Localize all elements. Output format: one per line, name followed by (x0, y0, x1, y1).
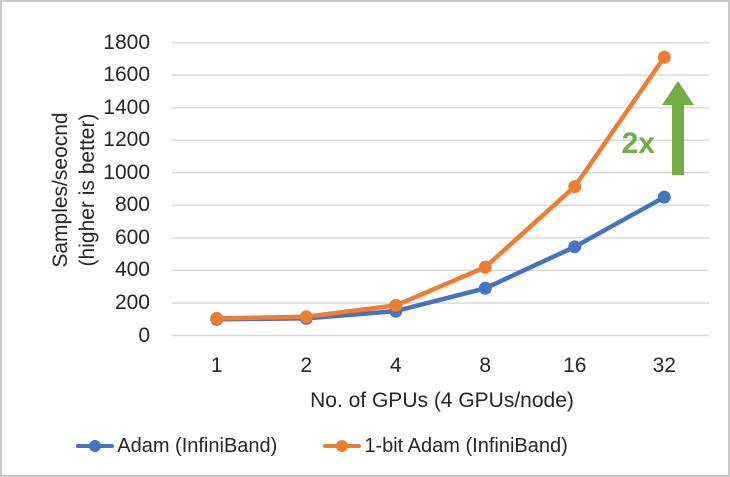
speedup-annotation-label: 2x (621, 127, 655, 160)
legend-item-adam: Adam (InfiniBand) (76, 433, 277, 459)
legend-dot-icon (89, 440, 102, 452)
speedup-up-arrow-icon (662, 81, 694, 175)
y-tick-label-800: 800 (114, 193, 150, 217)
legend-dot-icon (336, 440, 349, 452)
y-tick-label-1000: 1000 (103, 160, 150, 184)
x-tick-label-32: 32 (652, 354, 676, 377)
legend: Adam (InfiniBand) 1-bit Adam (InfiniBand… (2, 431, 642, 461)
y-tick-label-1200: 1200 (103, 128, 150, 152)
series-1-marker-2 (299, 310, 313, 324)
y-tick-label-1400: 1400 (103, 95, 150, 119)
series-line-1 (214, 54, 667, 321)
series-0-marker-8 (478, 281, 492, 295)
legend-label-1bit-adam: 1-bit Adam (InfiniBand) (364, 435, 568, 457)
y-tick-label-400: 400 (114, 258, 150, 282)
series-1-marker-1 (210, 311, 224, 325)
x-axis-title: No. of GPUs (4 GPUs/node) (310, 389, 574, 412)
legend-swatch-adam (76, 439, 115, 453)
series-0-marker-16 (568, 240, 582, 254)
y-tick-label-1600: 1600 (103, 63, 150, 87)
y-axis-tick-labels: 0 200 400 600 800 1000 1200 1400 1600 1800 (2, 2, 150, 475)
y-tick-label-600: 600 (114, 225, 150, 249)
legend-swatch-1bit-adam (323, 439, 362, 453)
y-tick-label-0: 0 (138, 323, 150, 347)
legend-label-adam: Adam (InfiniBand) (117, 435, 278, 457)
y-tick-label-200: 200 (114, 290, 150, 314)
y-tick-label-1800: 1800 (103, 30, 150, 54)
series-1-marker-4 (389, 298, 403, 312)
x-tick-label-8: 8 (479, 354, 492, 377)
x-tick-label-1: 1 (210, 354, 223, 377)
x-tick-label-2: 2 (300, 354, 313, 377)
x-tick-label-16: 16 (563, 354, 587, 377)
legend-item-1bit-adam: 1-bit Adam (InfiniBand) (323, 433, 568, 459)
series-1-marker-16 (568, 180, 582, 194)
x-tick-label-4: 4 (389, 354, 402, 377)
series-0-marker-32 (657, 190, 671, 204)
series-1-marker-8 (478, 260, 492, 274)
series-1-marker-32 (657, 50, 671, 64)
